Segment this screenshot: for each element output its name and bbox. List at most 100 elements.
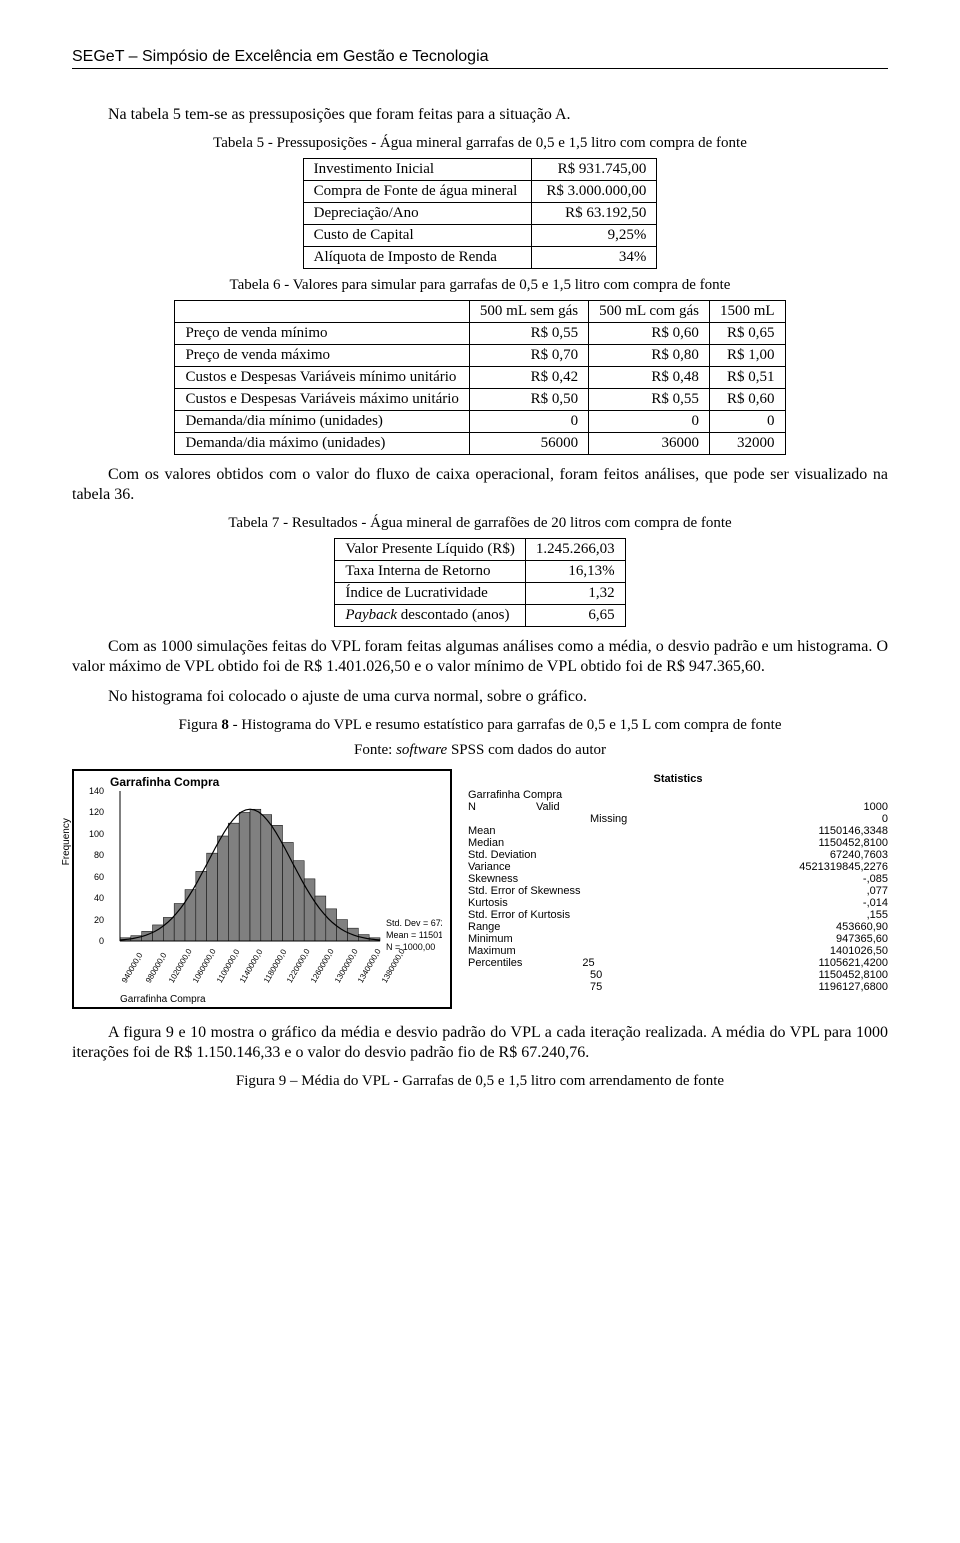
stat-value: 0 [668,813,888,825]
page-header: SEGeT – Simpósio de Excelência em Gestão… [72,48,888,69]
stat-value: 453660,90 [668,921,888,933]
stat-label: NValid [468,801,668,813]
table-cell: 1.245.266,03 [525,539,625,561]
stat-value: 67240,7603 [668,849,888,861]
table-header-cell: 1500 mL [709,301,785,323]
stat-value: -,085 [668,873,888,885]
stat-label: Variance [468,861,668,873]
table-cell: Depreciação/Ano [303,203,532,225]
table-cell: Custo de Capital [303,225,532,247]
figure-8: Garrafinha Compra Frequency Garrafinha C… [72,769,888,1009]
svg-text:Std. Dev = 67240,76: Std. Dev = 67240,76 [386,918,442,928]
svg-text:N = 1000,00: N = 1000,00 [386,942,435,952]
stat-label: Skewness [468,873,668,885]
stat-label: Range [468,921,668,933]
table-cell: 6,65 [525,605,625,627]
paragraph-2: Com os valores obtidos com o valor do fl… [72,465,888,505]
caption-fig8: Figura 8 - Histograma do VPL e resumo es… [72,717,888,734]
caption-t7: Tabela 7 - Resultados - Água mineral de … [72,515,888,532]
stat-label: Missing [468,813,668,825]
table-cell: 0 [589,411,710,433]
table-cell: 16,13% [525,561,625,583]
stat-label: Median [468,837,668,849]
stat-label: Std. Error of Kurtosis [468,909,668,921]
statistics-panel: Statistics Garrafinha Compra NValid1000M… [468,769,888,1009]
stat-value: 1401026,50 [668,945,888,957]
y-tick-label: 120 [89,807,104,817]
table-cell: R$ 1,00 [709,345,785,367]
caption-t6: Tabela 6 - Valores para simular para gar… [72,277,888,294]
stat-value: ,155 [668,909,888,921]
stats-subtitle: Garrafinha Compra [468,789,888,801]
y-tick-label: 60 [94,872,104,882]
stat-label: Std. Error of Skewness [468,885,668,897]
table-header-cell [175,301,469,323]
table-cell: R$ 3.000.000,00 [532,181,657,203]
stat-value: -,014 [668,897,888,909]
stat-label: 50 [468,969,668,981]
stat-value: 947365,60 [668,933,888,945]
stat-value: ,077 [668,885,888,897]
histogram-title: Garrafinha Compra [110,775,219,789]
y-tick-label: 20 [94,915,104,925]
table-cell: Custos e Despesas Variáveis mínimo unitá… [175,367,469,389]
table-cell: R$ 931.745,00 [532,159,657,181]
table-cell: Investimento Inicial [303,159,532,181]
paragraph-3: Com as 1000 simulações feitas do VPL for… [72,637,888,677]
table-header-cell: 500 mL sem gás [469,301,588,323]
table-cell: 1,32 [525,583,625,605]
table-cell: R$ 0,80 [589,345,710,367]
table-cell: Demanda/dia mínimo (unidades) [175,411,469,433]
svg-text:Mean = 1150146,3: Mean = 1150146,3 [386,930,442,940]
stat-value: 1150452,8100 [668,837,888,849]
table-5: Investimento InicialR$ 931.745,00Compra … [303,158,658,269]
table-cell: R$ 0,42 [469,367,588,389]
y-tick-label: 140 [89,786,104,796]
table-cell: Demanda/dia máximo (unidades) [175,433,469,455]
table-cell: 9,25% [532,225,657,247]
table-cell: 34% [532,247,657,269]
stat-label: Std. Deviation [468,849,668,861]
table-cell: 32000 [709,433,785,455]
paragraph-1: Na tabela 5 tem-se as pressuposições que… [72,105,888,125]
table-cell: Payback descontado (anos) [335,605,526,627]
table-cell: R$ 0,65 [709,323,785,345]
histogram-xlabel: Garrafinha Compra [120,994,206,1005]
table-header-cell: 500 mL com gás [589,301,710,323]
y-tick-label: 0 [99,936,104,946]
table-cell: 36000 [589,433,710,455]
stat-label: Mean [468,825,668,837]
table-cell: 56000 [469,433,588,455]
histogram-ylabel: Frequency [61,818,72,865]
table-cell: Custos e Despesas Variáveis máximo unitá… [175,389,469,411]
paragraph-5: A figura 9 e 10 mostra o gráfico da médi… [72,1023,888,1063]
y-tick-label: 100 [89,829,104,839]
stat-value: 1105621,4200 [668,957,888,969]
table-cell: Preço de venda máximo [175,345,469,367]
stat-value: 1150452,8100 [668,969,888,981]
stat-value: 1150146,3348 [668,825,888,837]
table-cell: R$ 0,70 [469,345,588,367]
stats-title: Statistics [468,773,888,785]
table-cell: R$ 0,51 [709,367,785,389]
table-cell: Compra de Fonte de água mineral [303,181,532,203]
caption-fig9: Figura 9 – Média do VPL - Garrafas de 0,… [72,1073,888,1090]
table-cell: 0 [469,411,588,433]
table-cell: R$ 0,55 [589,389,710,411]
stat-label: Percentiles25 [468,957,668,969]
table-cell: 0 [709,411,785,433]
table-cell: R$ 0,60 [589,323,710,345]
table-cell: Preço de venda mínimo [175,323,469,345]
histogram-panel: Garrafinha Compra Frequency Garrafinha C… [72,769,452,1009]
stat-label: Maximum [468,945,668,957]
figure-source: Fonte: software SPSS com dados do autor [72,742,888,759]
stat-value: 4521319845,2276 [668,861,888,873]
stat-label: 75 [468,981,668,993]
stat-value: 1196127,6800 [668,981,888,993]
table-7: Valor Presente Líquido (R$)1.245.266,03T… [334,538,625,627]
table-cell: R$ 0,60 [709,389,785,411]
y-tick-label: 40 [94,893,104,903]
stat-label: Minimum [468,933,668,945]
table-cell: R$ 0,55 [469,323,588,345]
table-cell: Alíquota de Imposto de Renda [303,247,532,269]
